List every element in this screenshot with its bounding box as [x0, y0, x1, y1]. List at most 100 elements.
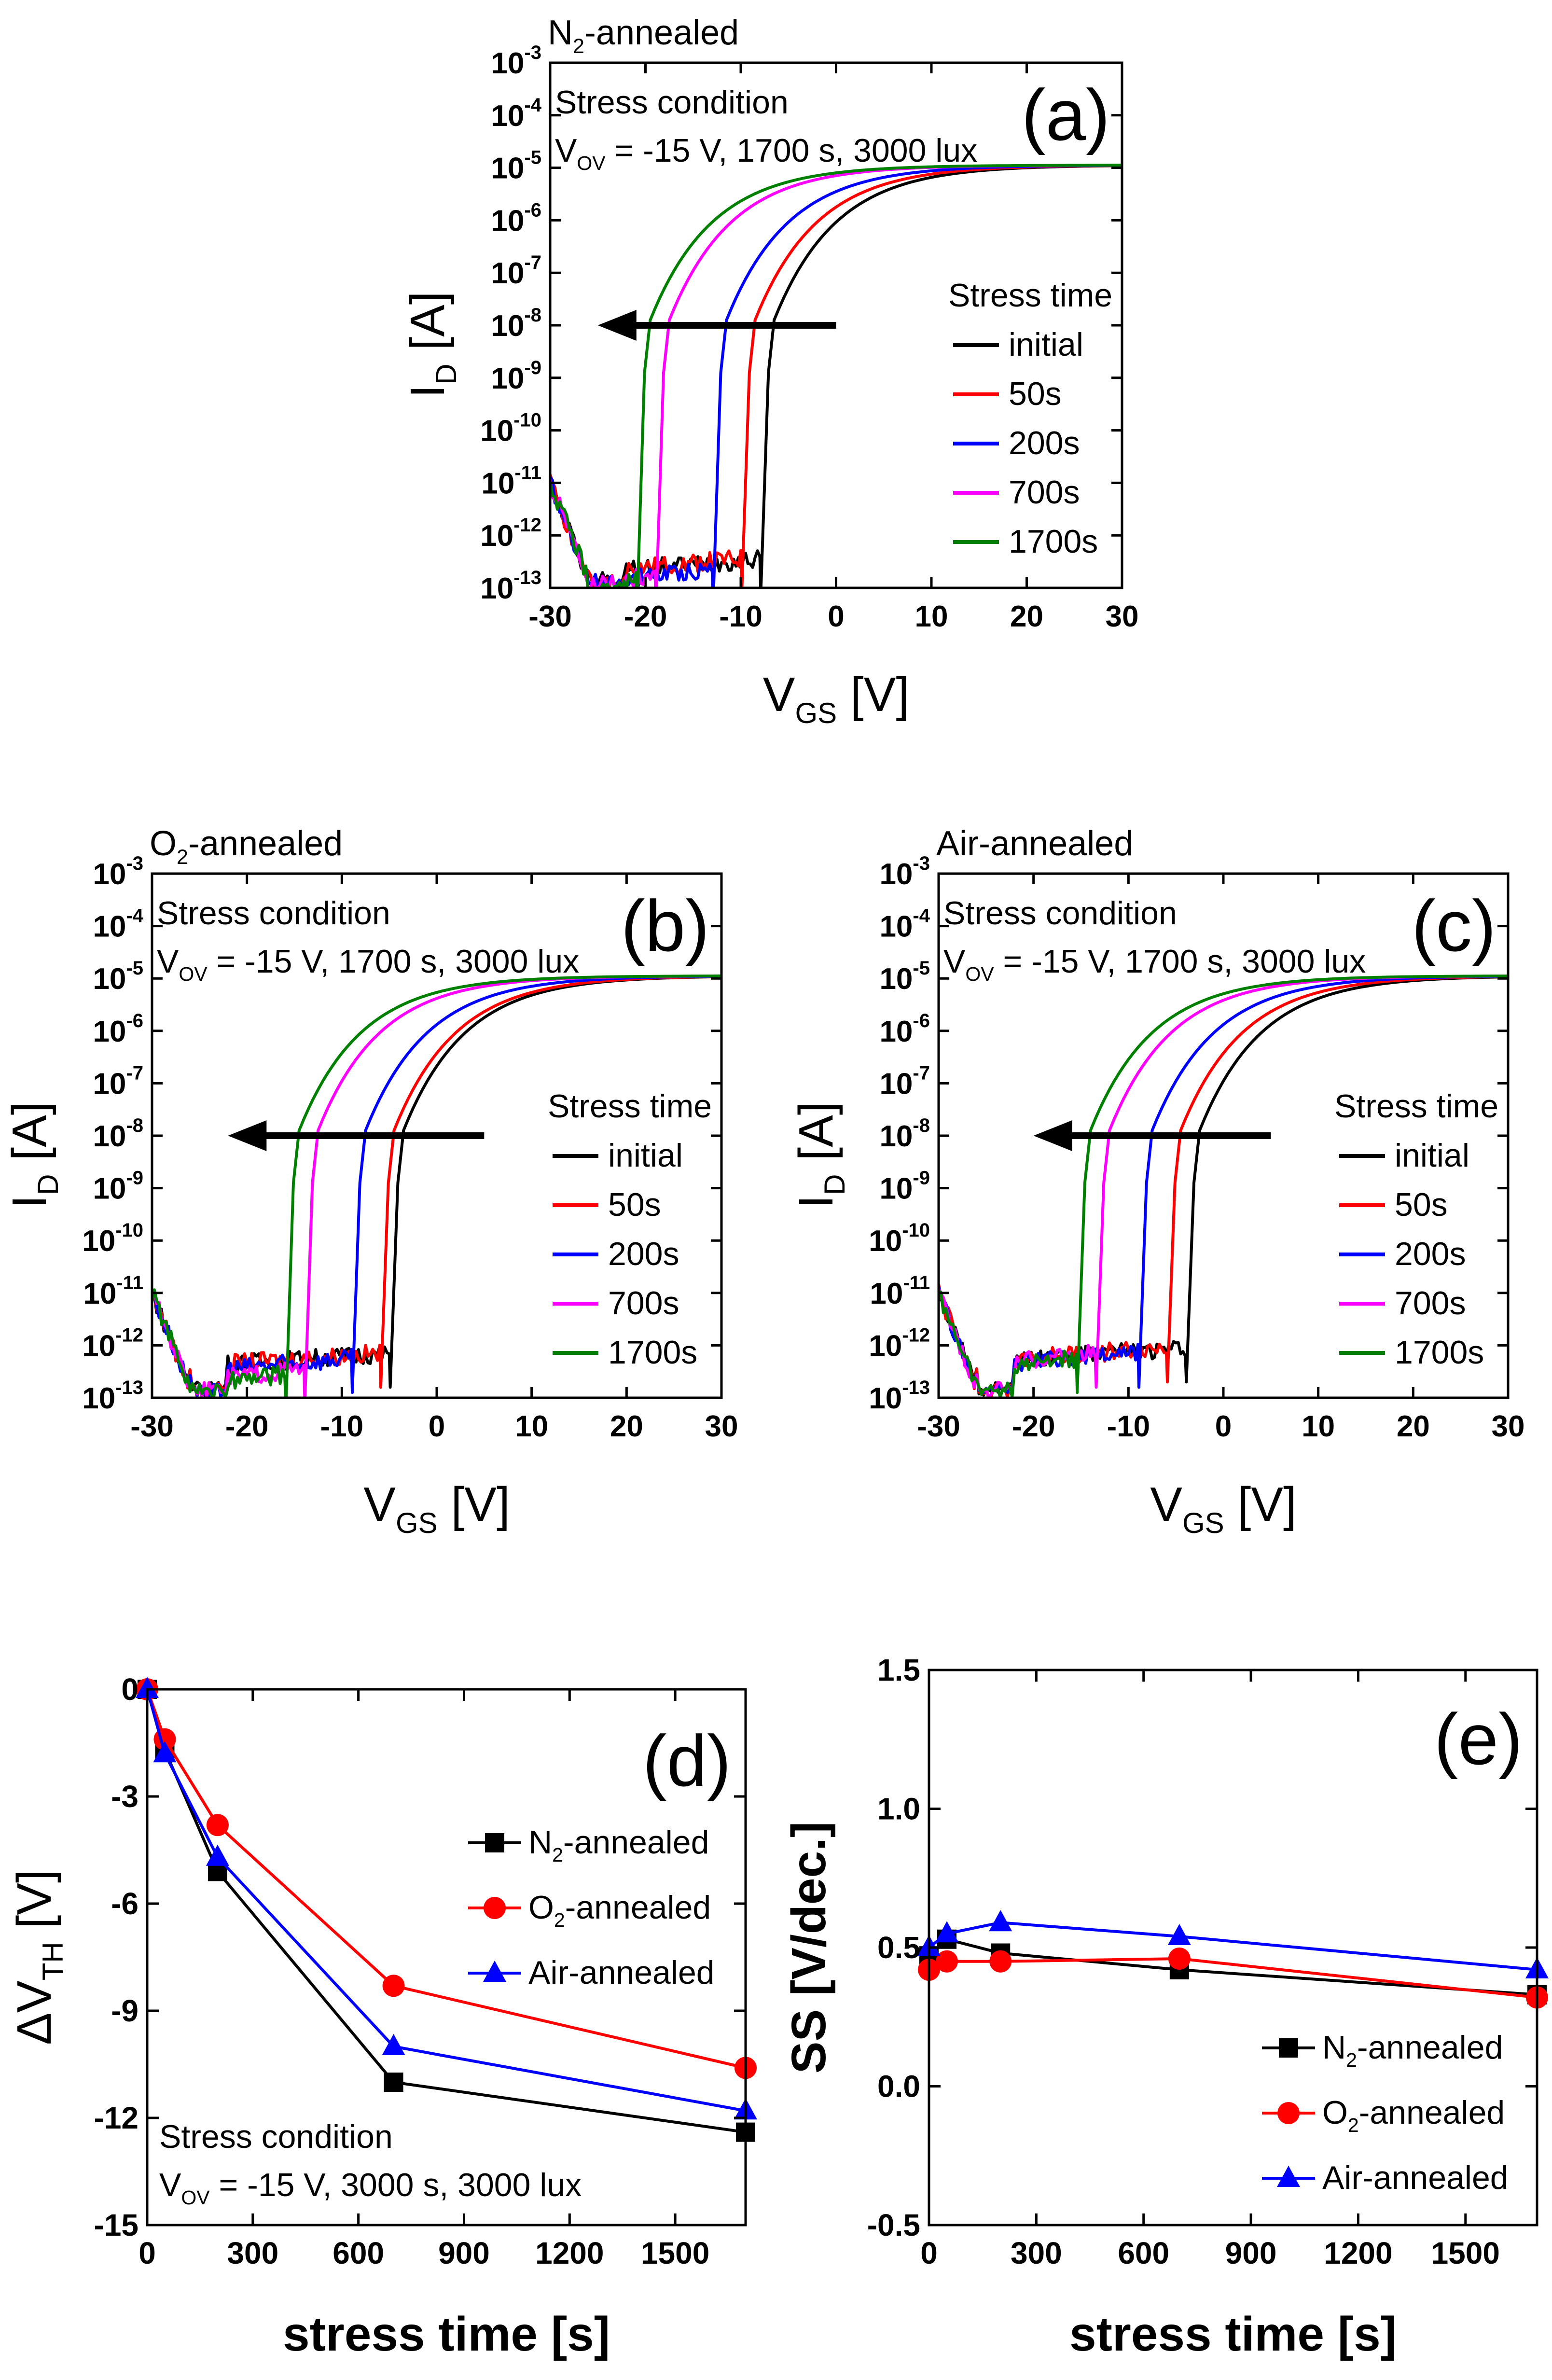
ytick-exp: -7: [126, 1062, 143, 1084]
legend-label-e-0-sub: 2: [1346, 2049, 1357, 2071]
ytick-exp: -3: [524, 42, 541, 63]
ytick-exp: -7: [913, 1062, 930, 1084]
legend-label-e-1: O2-annealed: [1322, 2094, 1505, 2136]
y-axis-label-a-sub: D: [430, 363, 462, 384]
ytick-label: 10-5: [93, 958, 143, 996]
legend-label-d-1: O2-annealed: [528, 1889, 711, 1931]
ytick-label: 0.5: [877, 1930, 920, 1965]
ytick-base: 10: [83, 1277, 116, 1310]
legend-label-d-1-rest: -annealed: [565, 1889, 711, 1926]
y-axis-label-a: ID [A]: [401, 291, 462, 398]
ytick-base: 10: [480, 519, 513, 553]
xtick-label: 30: [1106, 600, 1139, 633]
ytick-label: 10-11: [83, 1272, 143, 1310]
ytick-base: 10: [879, 1015, 913, 1048]
legend-marker-d-1: [484, 1897, 506, 1919]
xtick-label: 0: [139, 2236, 156, 2270]
legend-label-a-1: 50s: [1009, 376, 1062, 412]
ytick-label: 10-4: [93, 905, 143, 944]
ytick-base: 10: [93, 1172, 126, 1206]
stress-params-a-rest: = -15 V, 1700 s, 3000 lux: [606, 132, 978, 169]
legend-marker-e-0: [1279, 2038, 1298, 2058]
legend-label-d-0: N2-annealed: [528, 1824, 709, 1866]
data-point-e-2-3: [1167, 1924, 1191, 1945]
ytick-label: 10-7: [879, 1062, 930, 1100]
x-axis-label-a: VGS [V]: [763, 668, 909, 729]
xtick-label: -30: [528, 600, 572, 633]
ytick-base: 10: [82, 1225, 115, 1258]
legend-label-c-0: initial: [1395, 1137, 1469, 1174]
xtick-label: 900: [438, 2236, 490, 2270]
stress-params-a: VOV = -15 V, 1700 s, 3000 lux: [555, 132, 977, 174]
y-axis-label-d-sub: TH: [37, 1942, 69, 1980]
legend-label-b-1: 50s: [608, 1186, 661, 1223]
legend-label-a-3: 700s: [1009, 474, 1080, 511]
panel-label-c: (c): [1412, 885, 1496, 966]
ytick-label: 10-10: [480, 410, 541, 448]
data-point-e-2-2: [989, 1910, 1012, 1932]
legend-label-d-0-main: N: [528, 1824, 552, 1861]
legend-label-e-1-main: O: [1322, 2094, 1348, 2131]
ytick-base: 10: [491, 204, 524, 237]
x-axis-label-c: VGS [V]: [1150, 1477, 1296, 1539]
legend-label-e-0-main: N: [1322, 2029, 1346, 2066]
ytick-label: 10-6: [491, 199, 541, 237]
xtick-label: -20: [624, 600, 667, 633]
curves-b: [152, 974, 721, 1398]
series-line-e-2: [928, 1921, 1538, 1971]
ytick-exp: -3: [126, 853, 143, 874]
x-axis-label-a-main: V: [763, 668, 795, 722]
ytick-exp: -8: [524, 305, 541, 326]
xtick-label: 300: [1011, 2236, 1062, 2270]
xtick-label: 1500: [1431, 2236, 1500, 2270]
stress-params-a-main: V: [555, 132, 577, 169]
legend-label-e-0: N2-annealed: [1322, 2029, 1503, 2071]
legend-label-b-2: 200s: [608, 1236, 679, 1272]
ytick-exp: -11: [116, 1272, 143, 1294]
ytick-label: 1.0: [877, 1792, 920, 1826]
ytick-base: 10: [93, 1015, 126, 1048]
ytick-exp: -12: [115, 1324, 143, 1346]
series-line-c-4: [939, 974, 1508, 1398]
ytick-label: 10-9: [491, 357, 541, 395]
xtick-label: 30: [1492, 1410, 1525, 1443]
ytick-base: 10: [879, 962, 913, 996]
stress-params-a-sub: OV: [577, 152, 606, 174]
xtick-label: -30: [130, 1410, 174, 1443]
ytick-base: 10: [491, 257, 524, 290]
data-point-e-1-1: [936, 1950, 958, 1973]
legend-label-e-2-main: Air-annealed: [1322, 2159, 1509, 2196]
curves-c: [939, 974, 1508, 1398]
legend-title-a: Stress time: [948, 277, 1112, 314]
ytick-base: 10: [879, 1172, 913, 1206]
ytick-base: 10: [93, 858, 126, 891]
legend-label-d-2: Air-annealed: [528, 1954, 715, 1991]
ytick-label: 10-13: [82, 1377, 143, 1415]
x-axis-label-b-sub: GS: [396, 1507, 438, 1539]
x-axis-label-c-rest: [V]: [1224, 1477, 1297, 1531]
stress-params-c-main: V: [943, 943, 966, 980]
panel-title-b-rest: -annealed: [188, 824, 343, 863]
panel-title-a-rest: -annealed: [584, 14, 739, 52]
ytick-label: 10-11: [870, 1272, 930, 1310]
data-point-d-0-3: [384, 2073, 403, 2092]
legend-label-b-4: 1700s: [608, 1334, 697, 1371]
ytick-label: 0: [121, 1672, 139, 1707]
y-axis-label-d-rest: [V]: [7, 1869, 61, 1942]
ytick-exp: -10: [513, 410, 541, 431]
x-axis-label-b-rest: [V]: [438, 1477, 510, 1531]
ytick-exp: -8: [913, 1115, 930, 1136]
legend-marker-e-2: [1277, 2166, 1300, 2187]
x-axis-label-a-rest: [V]: [837, 668, 909, 722]
data-point-d-2-2: [206, 1844, 229, 1866]
y-axis-label-c-rest: [A]: [789, 1101, 843, 1174]
ytick-base: 10: [491, 309, 524, 343]
panel-title-c-main: Air-annealed: [936, 824, 1133, 863]
panel-b: 10-1310-1210-1110-1010-910-810-710-610-5…: [2, 824, 738, 1539]
xtick-label: 30: [705, 1410, 738, 1443]
series-line-b-4: [152, 974, 721, 1398]
panel-c: 10-1310-1210-1110-1010-910-810-710-610-5…: [789, 824, 1524, 1539]
legend-label-e-1-sub: 2: [1348, 2114, 1359, 2136]
legend-label-d-2-main: Air-annealed: [528, 1954, 715, 1991]
